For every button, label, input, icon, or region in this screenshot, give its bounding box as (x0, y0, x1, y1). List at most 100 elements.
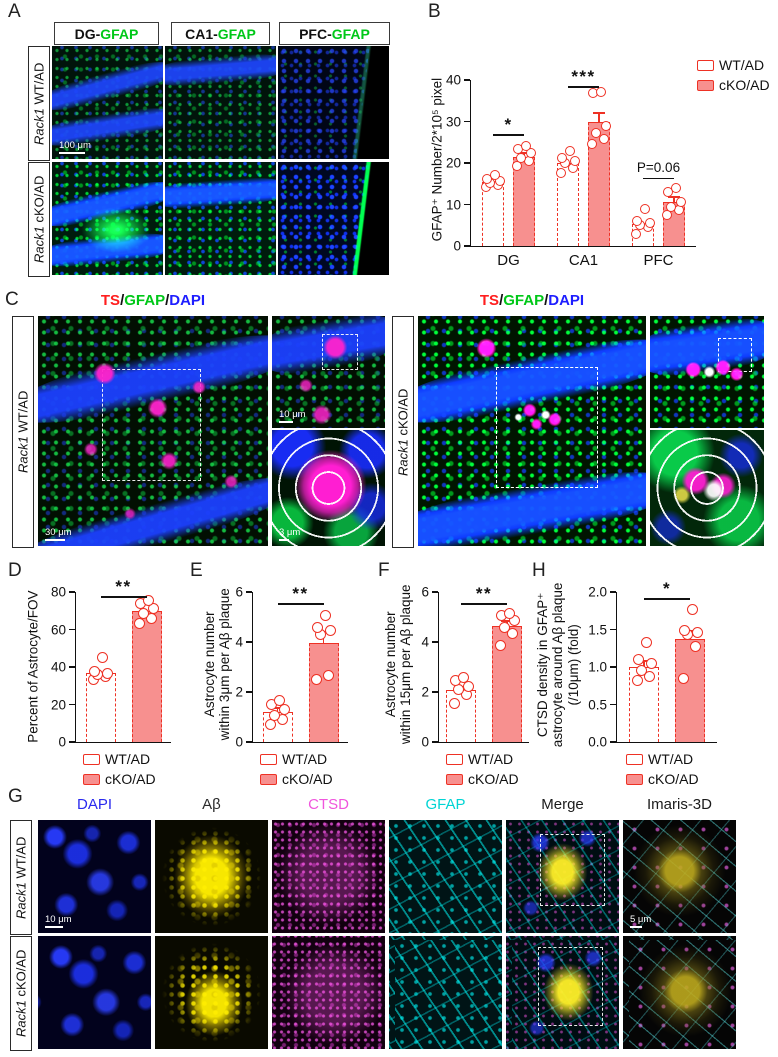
dapi-band (165, 175, 276, 212)
c-inset-cko-zoom (650, 316, 764, 428)
micrograph-ca1-cko (165, 162, 276, 275)
y-tick (68, 666, 75, 668)
data-point (457, 671, 469, 683)
gene-name: Rack1 (13, 881, 29, 919)
y-tick (245, 641, 252, 643)
significance-line (277, 603, 324, 606)
data-point (97, 652, 108, 664)
data-point (686, 603, 698, 615)
legend-label: cKO/AD (105, 771, 156, 787)
error-bar (643, 661, 645, 667)
y-tick-label: 0.0 (588, 734, 607, 750)
significance-line (100, 595, 147, 598)
column-header-pfc-gfap: PFC- GFAP (279, 22, 390, 45)
data-point (570, 155, 580, 166)
wt-swatch-icon (83, 753, 100, 765)
error-bar (673, 196, 675, 202)
genotype-label: cKO/AD (13, 949, 29, 1001)
data-point (134, 618, 145, 630)
concentric-rings (272, 430, 385, 546)
error-bar-cap (501, 620, 513, 623)
y-tick (431, 691, 438, 693)
dapi-band (418, 327, 646, 436)
data-point (632, 654, 644, 665)
dapi-band (272, 316, 385, 381)
y-tick (463, 79, 470, 81)
genotype-label: WT/AD (31, 62, 47, 108)
c-inset-wt-zoom: 10 μm (272, 316, 385, 428)
data-point (565, 145, 575, 156)
significance-label: P=0.06 (636, 159, 681, 175)
significance-label: ** (475, 584, 493, 604)
y-tick (431, 591, 438, 593)
y-tick-label: 40 (445, 72, 461, 88)
cko-swatch-icon (260, 773, 277, 785)
data-point (89, 666, 100, 678)
legend-item-wt: WT/AD (83, 751, 156, 767)
marker-label: GFAP (100, 25, 139, 42)
region-label: PFC- (299, 25, 332, 42)
data-point (631, 228, 641, 239)
y-tick (431, 741, 438, 743)
h-legend: WT/AD cKO/AD (626, 751, 699, 787)
legend-label: cKO/AD (648, 771, 699, 787)
g-header-abeta: Aβ (202, 796, 221, 813)
stain-gfap: GFAP (503, 292, 545, 309)
cko-swatch-icon (697, 79, 714, 91)
significance-line (643, 177, 674, 180)
slash: / (544, 292, 549, 309)
y-tick-label: 2 (235, 684, 243, 700)
gene-name: Rack1 (15, 436, 31, 474)
slash: / (120, 292, 125, 309)
g-wt-imaris: 5 μm (623, 820, 736, 933)
y-tick-label: 60 (50, 622, 66, 637)
y-tick (463, 245, 470, 247)
y-tick-label: 4 (421, 634, 429, 650)
data-point (143, 594, 154, 606)
y-tick-label: 40 (50, 659, 66, 675)
data-point (102, 668, 113, 680)
dapi-band (418, 460, 646, 546)
bar-cko-ad (308, 642, 339, 742)
wt-swatch-icon (697, 59, 714, 71)
data-point (678, 624, 690, 636)
legend-label: WT/AD (282, 751, 328, 767)
data-point (494, 640, 506, 652)
legend-item-cko: cKO/AD (446, 771, 519, 787)
data-point (274, 695, 285, 706)
data-point (689, 640, 701, 652)
g-cko-abeta (155, 936, 268, 1049)
data-point (462, 681, 474, 692)
data-point (599, 134, 609, 145)
c-inset-cko-rings (650, 430, 764, 546)
scale-bar: 3 μm (279, 527, 300, 541)
y-tick-label: 0 (235, 734, 243, 750)
g-cko-imaris (623, 936, 736, 1049)
g-cko-gfap (389, 936, 502, 1049)
g-header-gfap: GFAP (425, 796, 466, 813)
g-cko-dapi (38, 936, 151, 1049)
data-point (526, 147, 536, 158)
significance-label: ** (292, 584, 309, 604)
column-header-dg-gfap: DG- GFAP (54, 22, 159, 45)
data-point (269, 709, 280, 721)
data-point (587, 138, 597, 149)
data-point (503, 607, 515, 619)
cko-swatch-icon (83, 773, 100, 785)
bar-cko-ad (675, 638, 705, 742)
inset-selection-box (102, 368, 201, 482)
legend-label: WT/AD (105, 751, 151, 767)
panel-h-label: H (532, 560, 546, 581)
g-header-imaris: Imaris-3D (646, 796, 712, 813)
panel-g-label: G (8, 786, 23, 807)
inset-selection-box (718, 338, 753, 372)
y-tick (245, 691, 252, 693)
data-point (498, 621, 510, 633)
g-wt-dapi: 10 μm (38, 820, 151, 933)
legend-label: cKO/AD (468, 771, 519, 787)
y-tick-label: 6 (421, 584, 429, 600)
data-point (645, 218, 655, 229)
legend-item-wt: WT/AD (260, 751, 333, 767)
g-row-label-wt: Rack1 WT/AD (10, 820, 32, 935)
